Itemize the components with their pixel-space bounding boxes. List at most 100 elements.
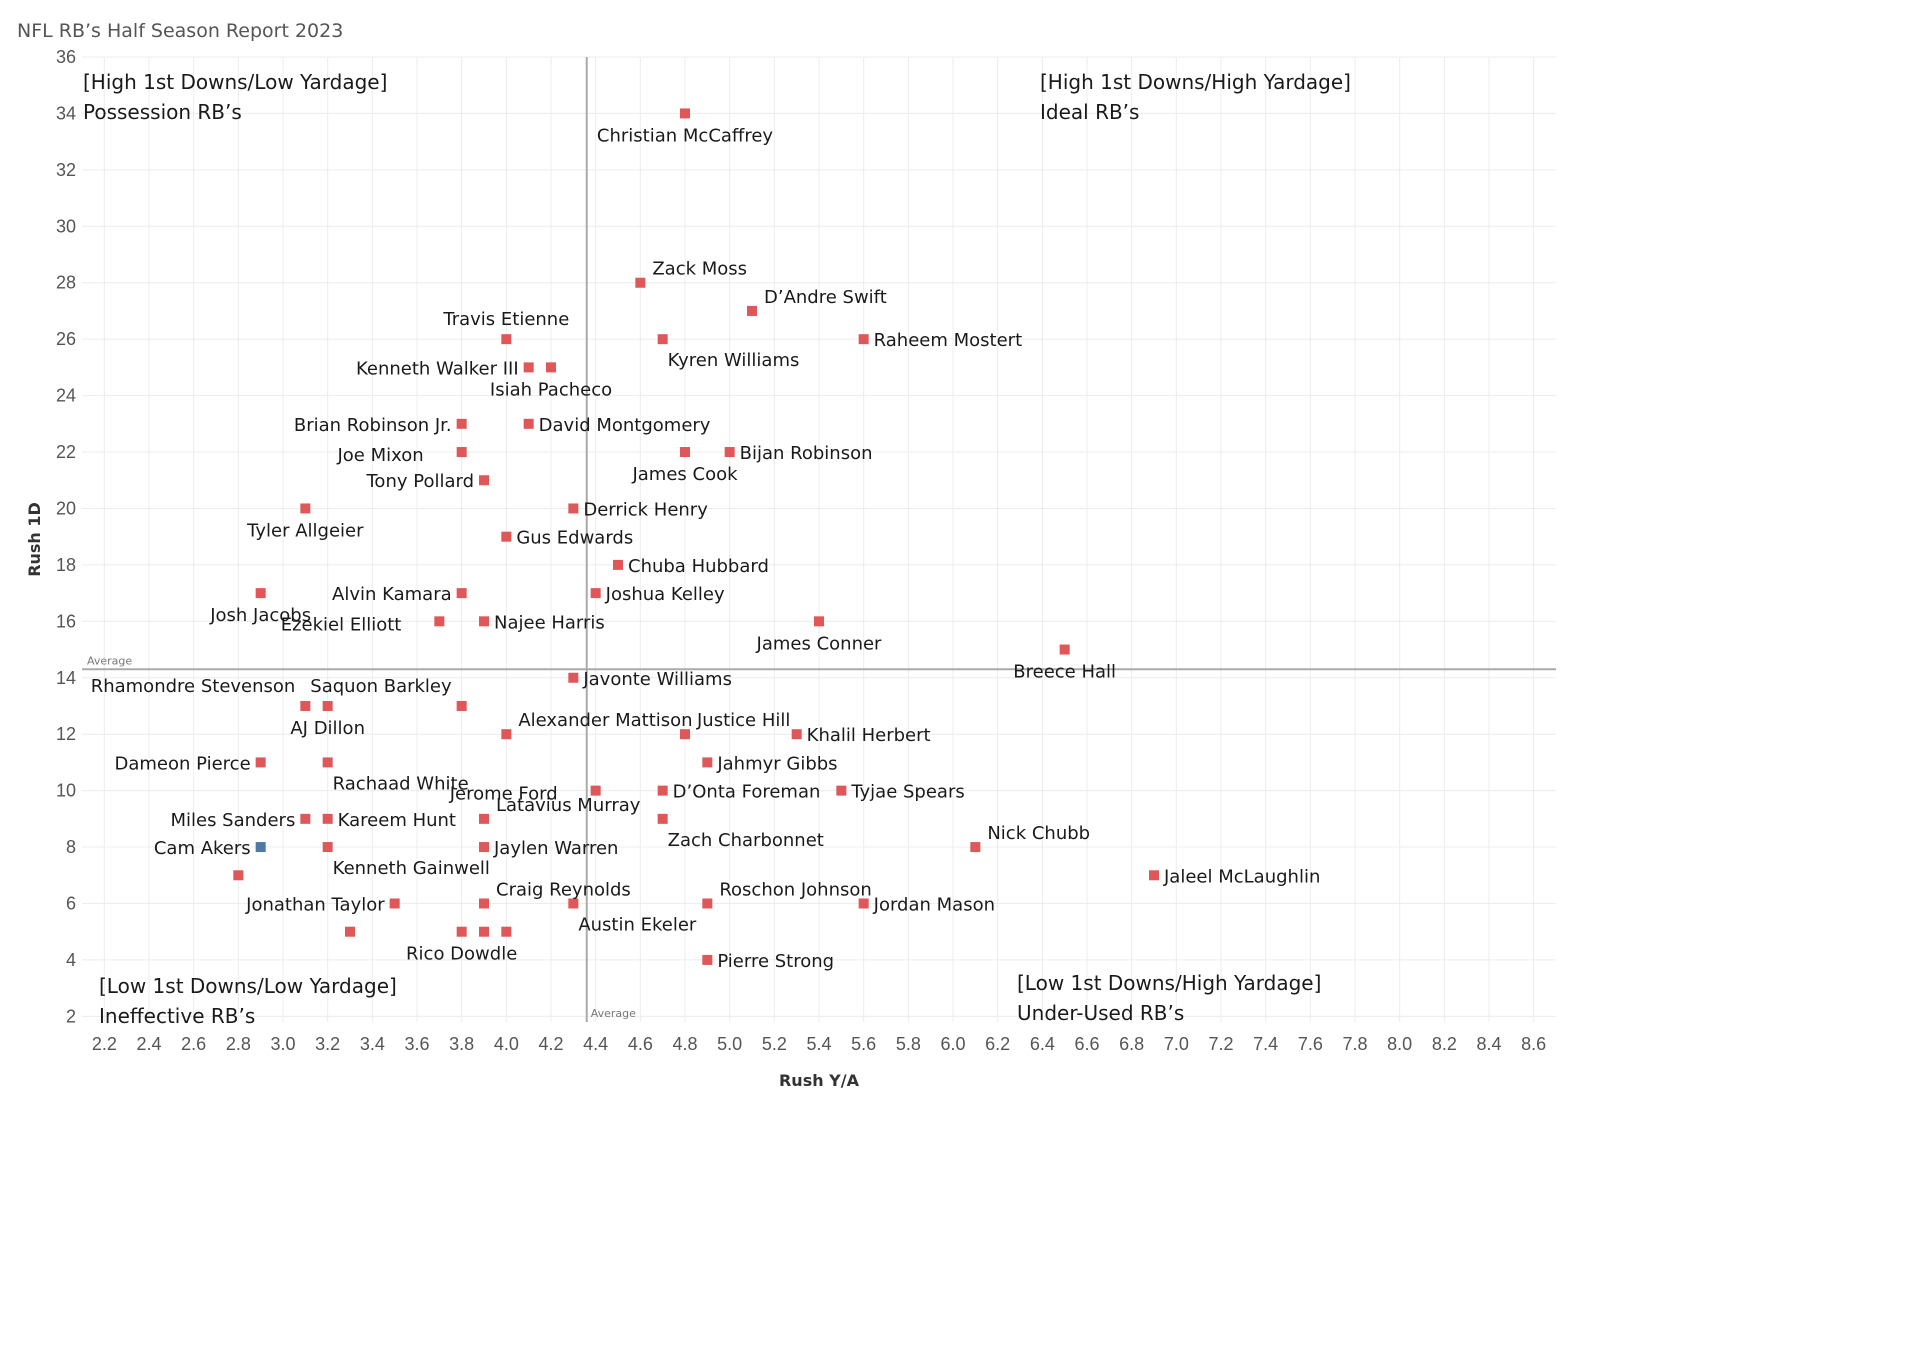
x-tick-label: 3.8 — [449, 1034, 474, 1054]
point-label: Jordan Mason — [873, 894, 995, 915]
y-tick-label: 22 — [56, 442, 76, 462]
x-tick-label: 4.0 — [494, 1034, 519, 1054]
x-tick-label: 6.4 — [1030, 1034, 1055, 1054]
point-label: Raheem Mostert — [874, 330, 1022, 351]
point-label: Zack Moss — [652, 259, 747, 280]
y-tick-label: 8 — [66, 837, 76, 857]
data-point — [389, 898, 400, 909]
data-point — [680, 729, 690, 740]
point-label: Kenneth Gainwell — [333, 858, 490, 879]
x-average-label: Average — [591, 1007, 636, 1020]
x-tick-label: 3.0 — [270, 1034, 295, 1054]
x-tick-label: 5.4 — [806, 1034, 831, 1054]
x-tick-label: 4.6 — [628, 1034, 653, 1054]
scatter-chart: Average Average 2.2 2.4 2.6 2.8 3.0 3.2 3.4 3.6 3… — [25, 47, 1556, 1090]
data-point — [456, 926, 467, 937]
point-label: Rico Dowdle — [406, 944, 517, 965]
data-point — [814, 616, 824, 627]
data-point — [501, 729, 512, 740]
x-tick-label: 2.6 — [181, 1034, 206, 1054]
data-point — [501, 926, 512, 937]
point-label: Craig Reynolds — [496, 879, 631, 900]
point-label: Ezekiel Elliott — [281, 614, 402, 635]
x-tick-label: 2.4 — [136, 1034, 161, 1054]
data-point — [546, 362, 556, 373]
data-point — [501, 531, 512, 542]
point-label: Kenneth Walker III — [356, 358, 519, 379]
point-label: Roschon Johnson — [719, 879, 871, 900]
data-point — [456, 588, 467, 599]
point-label: Austin Ekeler — [578, 914, 697, 935]
point-label: D’Onta Foreman — [673, 782, 821, 803]
y-average-label: Average — [87, 654, 132, 667]
data-point — [255, 842, 266, 853]
data-point — [836, 785, 847, 796]
point-label: Brian Robinson Jr. — [294, 415, 452, 436]
x-tick-label: 6.8 — [1119, 1034, 1144, 1054]
y-tick-label: 18 — [56, 555, 76, 575]
y-tick-label: 24 — [56, 386, 76, 406]
x-tick-label: 7.8 — [1342, 1034, 1367, 1054]
data-point — [456, 700, 467, 711]
data-point — [456, 418, 467, 429]
point-label: Latavius Murray — [496, 795, 641, 816]
point-label: Derrick Henry — [583, 499, 708, 520]
point-label: Cam Akers — [154, 838, 251, 859]
data-point — [702, 954, 713, 965]
data-point — [479, 926, 489, 937]
point-label: Najee Harris — [494, 612, 605, 633]
quadrant-bottom-right-title: Under-Used RB’s — [1017, 1001, 1184, 1025]
data-point — [970, 842, 981, 853]
x-tick-label: 2.2 — [92, 1034, 117, 1054]
point-label: Kareem Hunt — [338, 810, 456, 831]
y-tick-label: 26 — [56, 329, 76, 349]
x-axis-title: Rush Y/A — [779, 1071, 860, 1090]
y-tick-label: 2 — [66, 1006, 76, 1026]
x-tick-label: 6.0 — [940, 1034, 965, 1054]
x-tick-label: 6.2 — [985, 1034, 1010, 1054]
point-label: Miles Sanders — [170, 810, 295, 831]
quadrant-bottom-right-heading: [Low 1st Downs/High Yardage] — [1017, 971, 1321, 995]
point-label: James Cook — [631, 464, 738, 485]
x-tick-label: 5.8 — [896, 1034, 921, 1054]
y-tick-label: 28 — [56, 273, 76, 293]
data-point — [680, 108, 690, 119]
point-label: Joe Mixon — [336, 445, 423, 466]
x-tick-label: 7.4 — [1253, 1034, 1278, 1054]
data-point — [434, 616, 445, 627]
quadrant-top-left-title: Possession RB’s — [83, 100, 242, 124]
data-point — [568, 503, 579, 514]
point-label: Isiah Pacheco — [490, 379, 612, 400]
y-tick-label: 34 — [56, 103, 76, 123]
point-label: AJ Dillon — [290, 718, 365, 739]
quadrant-top-left-heading: [High 1st Downs/Low Yardage] — [83, 70, 387, 94]
x-tick-label: 4.4 — [583, 1034, 608, 1054]
data-point — [479, 475, 489, 486]
data-point — [680, 447, 690, 458]
point-label: Khalil Herbert — [807, 725, 931, 746]
point-label: Javonte Williams — [582, 669, 732, 690]
point-label: Kyren Williams — [668, 350, 800, 371]
x-tick-label: 7.6 — [1298, 1034, 1323, 1054]
y-tick-label: 20 — [56, 498, 76, 518]
data-point — [523, 362, 534, 373]
x-tick-label: 3.4 — [360, 1034, 385, 1054]
point-label: Tyler Allgeier — [246, 520, 364, 541]
point-label: Rachaad White — [333, 773, 469, 794]
point-label: D’Andre Swift — [764, 287, 887, 308]
point-label: Saquon Barkley — [310, 676, 452, 697]
data-point — [300, 813, 311, 824]
x-tick-label: 8.0 — [1387, 1034, 1412, 1054]
data-point — [233, 870, 244, 881]
data-point — [479, 898, 489, 909]
y-axis-title: Rush 1D — [25, 502, 44, 577]
data-point — [479, 616, 489, 627]
point-label: Breece Hall — [1013, 662, 1116, 683]
data-point — [747, 305, 757, 316]
x-tick-label: 8.4 — [1476, 1034, 1501, 1054]
point-label: Nick Chubb — [987, 823, 1090, 844]
point-label: Bijan Robinson — [740, 443, 873, 464]
data-point — [702, 757, 713, 768]
y-tick-label: 16 — [56, 611, 76, 631]
data-point — [479, 813, 489, 824]
